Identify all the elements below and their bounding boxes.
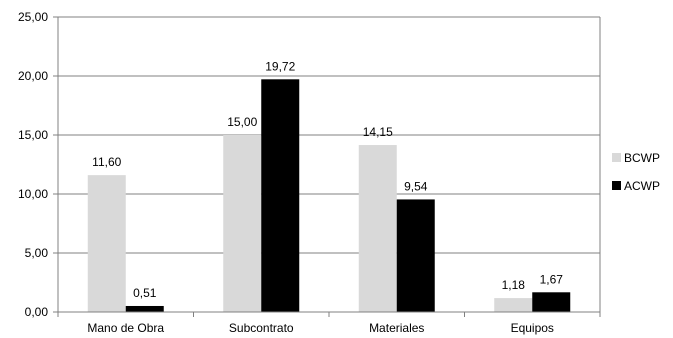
bar-bcwp-1 bbox=[223, 135, 262, 312]
axes bbox=[57, 17, 601, 313]
y-tick-label: 20,00 bbox=[18, 69, 48, 83]
gridlines bbox=[58, 16, 600, 313]
legend-swatch-acwp bbox=[612, 181, 621, 190]
data-label: 11,60 bbox=[92, 155, 121, 169]
x-tick-label: Equipos bbox=[511, 321, 554, 335]
y-tick-label: 0,00 bbox=[25, 305, 49, 319]
legend-label: BCWP bbox=[624, 151, 660, 165]
x-axis-ticks: Mano de Obra Subcontrato Materiales Equipos bbox=[57, 312, 601, 335]
x-tick-label: Subcontrato bbox=[229, 321, 294, 335]
bar-acwp-3 bbox=[532, 292, 571, 312]
bar-bcwp-0 bbox=[87, 175, 126, 312]
data-label: 19,72 bbox=[265, 59, 295, 73]
y-tick-label: 5,00 bbox=[25, 246, 49, 260]
data-label: 15,00 bbox=[227, 115, 257, 129]
data-label: 9,54 bbox=[404, 179, 428, 193]
data-label: 1,67 bbox=[540, 272, 564, 286]
bar-acwp-1 bbox=[261, 79, 300, 312]
bar-bcwp-2 bbox=[358, 145, 397, 312]
y-tick-label: 25,00 bbox=[18, 10, 48, 24]
bar-acwp-0 bbox=[125, 305, 164, 312]
y-axis-ticks: 0,00 5,00 10,00 15,00 20,00 25,00 bbox=[18, 10, 58, 319]
data-label: 0,51 bbox=[133, 286, 157, 300]
legend: BCWP ACWP bbox=[612, 151, 660, 193]
x-tick-label: Mano de Obra bbox=[87, 321, 164, 335]
data-labels: 11,60 0,51 15,00 19,72 14,15 9,54 1,18 1,67 bbox=[92, 59, 563, 300]
data-label: 1,18 bbox=[502, 278, 526, 292]
y-tick-label: 15,00 bbox=[18, 128, 48, 142]
legend-swatch-bcwp bbox=[612, 153, 621, 162]
bar-acwp-2 bbox=[396, 199, 435, 312]
x-tick-label: Materiales bbox=[369, 321, 424, 335]
y-tick-label: 10,00 bbox=[18, 187, 48, 201]
data-label: 14,15 bbox=[363, 125, 393, 139]
bar-bcwp-3 bbox=[494, 298, 533, 312]
bars bbox=[87, 79, 571, 312]
legend-label: ACWP bbox=[624, 179, 660, 193]
